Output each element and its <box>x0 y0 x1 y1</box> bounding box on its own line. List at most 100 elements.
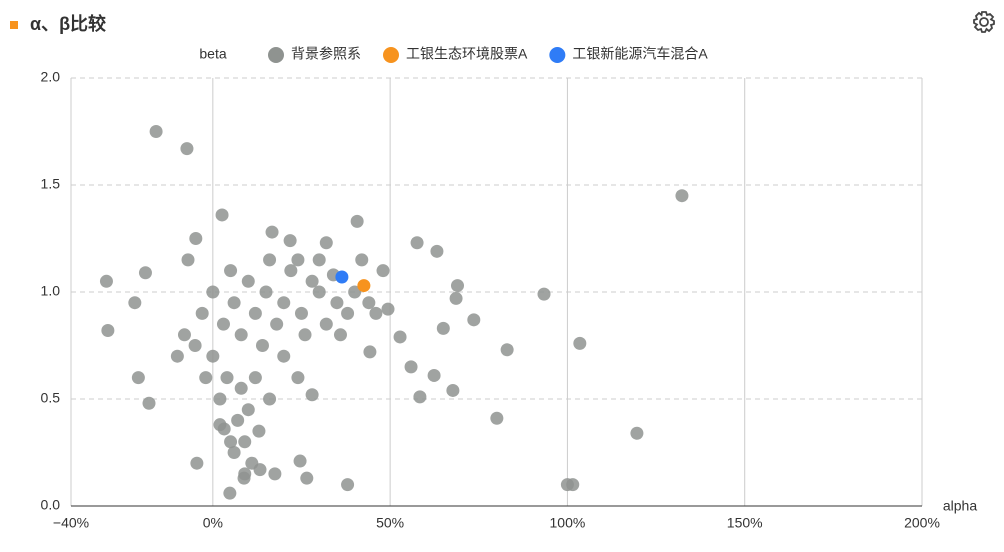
point <box>199 371 213 385</box>
legend-label: 工银新能源汽车混合A <box>572 46 708 62</box>
point <box>277 349 291 363</box>
point <box>263 253 277 267</box>
point <box>350 214 364 228</box>
point <box>300 471 314 485</box>
point <box>294 306 308 320</box>
point <box>467 313 481 327</box>
point <box>319 236 333 250</box>
point <box>189 232 203 245</box>
point <box>413 390 427 404</box>
y-tick-label: 1.0 <box>41 283 61 299</box>
point <box>245 456 259 470</box>
point <box>177 328 191 342</box>
point <box>234 381 248 395</box>
legend-label: 工银生态环境股票A <box>406 46 528 62</box>
point <box>335 270 349 284</box>
x-tick-label: 100% <box>550 515 586 531</box>
point <box>291 371 305 385</box>
point <box>537 287 551 301</box>
point <box>99 274 113 288</box>
point <box>341 478 355 492</box>
point <box>312 285 326 299</box>
legend-marker <box>383 47 399 63</box>
point <box>277 296 291 310</box>
point <box>128 296 142 310</box>
point <box>284 264 298 278</box>
point <box>430 244 444 258</box>
x-tick-label: 150% <box>727 515 763 531</box>
point <box>248 306 262 320</box>
point <box>500 343 514 357</box>
point <box>170 349 184 363</box>
point <box>319 317 333 331</box>
point <box>573 336 587 350</box>
point <box>206 285 220 299</box>
legend-marker <box>268 47 284 63</box>
point <box>263 392 277 406</box>
point <box>142 396 156 410</box>
point <box>213 392 227 406</box>
point <box>293 454 307 468</box>
point <box>227 296 241 310</box>
point <box>298 328 312 342</box>
legend-label: 背景参照系 <box>291 46 361 62</box>
point <box>224 264 238 278</box>
point <box>355 253 369 267</box>
point <box>305 388 319 402</box>
point <box>404 360 418 374</box>
point <box>490 411 504 425</box>
point <box>363 345 377 359</box>
point <box>675 189 689 203</box>
point <box>446 383 460 397</box>
point <box>206 349 220 363</box>
point <box>270 317 284 331</box>
point <box>566 478 580 492</box>
point <box>231 413 245 427</box>
point <box>341 306 355 320</box>
point <box>268 467 282 481</box>
point <box>362 296 376 310</box>
settings-icon[interactable] <box>973 11 995 33</box>
point <box>259 285 273 299</box>
point <box>241 274 255 288</box>
point <box>138 266 152 280</box>
y-axis-title: beta <box>199 46 226 62</box>
legend-marker <box>549 47 566 63</box>
y-tick-label: 2.0 <box>41 69 61 85</box>
point <box>330 296 344 310</box>
point <box>220 371 234 385</box>
point <box>215 208 229 222</box>
point <box>449 291 463 305</box>
point <box>180 142 194 156</box>
point <box>195 306 209 320</box>
y-tick-label: 0.5 <box>41 390 61 406</box>
x-tick-label: 50% <box>376 515 404 531</box>
point <box>181 253 195 267</box>
point <box>188 339 202 352</box>
point <box>255 339 269 352</box>
point <box>241 403 255 417</box>
point <box>238 435 252 449</box>
title-marker <box>10 21 18 29</box>
y-tick-label: 0.0 <box>41 497 61 513</box>
point <box>348 285 362 299</box>
point <box>369 306 383 320</box>
point <box>427 368 441 382</box>
chart-title: α、β比较 <box>30 13 106 34</box>
x-axis-title: alpha <box>943 498 977 514</box>
point <box>223 486 237 500</box>
point <box>131 371 145 385</box>
point <box>234 328 248 342</box>
point <box>213 418 227 432</box>
point <box>381 302 395 316</box>
x-tick-label: −40% <box>53 515 89 531</box>
point <box>149 125 163 138</box>
point <box>450 279 464 293</box>
point <box>265 225 279 239</box>
x-tick-label: 0% <box>203 515 223 531</box>
point <box>238 467 252 481</box>
point <box>333 328 347 342</box>
point <box>393 330 407 344</box>
point <box>252 424 266 438</box>
